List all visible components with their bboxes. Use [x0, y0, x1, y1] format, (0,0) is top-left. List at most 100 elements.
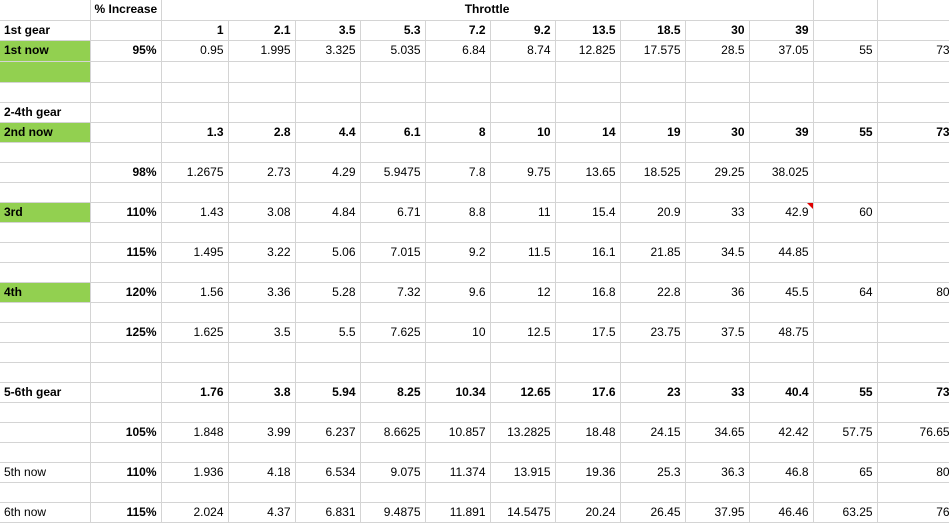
empty-cell[interactable]: [0, 402, 91, 423]
empty-cell[interactable]: [877, 142, 949, 163]
empty-cell[interactable]: [425, 182, 491, 203]
empty-cell[interactable]: [813, 242, 878, 263]
gear5to6-row2-value[interactable]: 2.024: [161, 502, 229, 523]
empty-cell[interactable]: [813, 262, 878, 283]
empty-cell[interactable]: [425, 102, 491, 123]
empty-cell[interactable]: [877, 162, 949, 183]
gear5to6-base-value[interactable]: 55: [813, 382, 878, 403]
gear1-now-value[interactable]: 12.825: [555, 40, 621, 62]
empty-cell[interactable]: [90, 61, 162, 83]
empty-cell[interactable]: [0, 482, 91, 503]
empty-cell[interactable]: [90, 482, 162, 503]
empty-cell[interactable]: [161, 262, 229, 283]
empty-cell[interactable]: [813, 342, 878, 363]
gear-label[interactable]: 4th: [0, 282, 91, 303]
pct-cell[interactable]: 115%: [90, 242, 162, 263]
empty-cell[interactable]: [360, 182, 426, 203]
gear2to4-row3-value[interactable]: 36: [685, 282, 750, 303]
gear1-now-value[interactable]: 28.5: [685, 40, 750, 62]
empty-cell[interactable]: [360, 82, 426, 103]
empty-cell[interactable]: [0, 342, 91, 363]
pct-cell[interactable]: 110%: [90, 462, 162, 483]
gear1-throttle-value[interactable]: 30: [685, 20, 750, 41]
empty-cell[interactable]: [555, 182, 621, 203]
empty-cell[interactable]: [685, 482, 750, 503]
empty-cell[interactable]: [555, 262, 621, 283]
empty-cell[interactable]: [620, 182, 686, 203]
empty-cell[interactable]: [749, 142, 814, 163]
empty-cell[interactable]: [360, 342, 426, 363]
gear2to4-row3-value[interactable]: 12: [490, 282, 556, 303]
empty-cell[interactable]: [490, 182, 556, 203]
empty-cell[interactable]: [813, 162, 878, 183]
gear5to6-base-value[interactable]: 3.8: [228, 382, 296, 403]
empty-cell[interactable]: [813, 142, 878, 163]
empty-cell[interactable]: [685, 142, 750, 163]
gear2to4-row1-value[interactable]: 33: [685, 202, 750, 223]
empty-cell[interactable]: [295, 262, 361, 283]
gear5to6-row1-value[interactable]: 1.936: [161, 462, 229, 483]
gear2to4-row4-value[interactable]: 23.75: [620, 322, 686, 343]
gear2to4-row0-value[interactable]: 2.73: [228, 162, 296, 183]
empty-cell[interactable]: [555, 482, 621, 503]
empty-cell[interactable]: [813, 482, 878, 503]
empty-cell[interactable]: [555, 142, 621, 163]
empty-cell[interactable]: [620, 102, 686, 123]
empty-cell[interactable]: [813, 222, 878, 243]
gear2to4-row2-value[interactable]: 5.06: [295, 242, 361, 263]
empty-cell[interactable]: [813, 402, 878, 423]
empty-cell[interactable]: [620, 142, 686, 163]
gear2to4-label[interactable]: 2-4th gear: [0, 102, 91, 123]
empty-cell[interactable]: [813, 362, 878, 383]
empty-cell[interactable]: [685, 362, 750, 383]
pct-cell[interactable]: 115%: [90, 502, 162, 523]
gear1-now-value[interactable]: 1.995: [228, 40, 296, 62]
empty-cell[interactable]: [490, 61, 556, 83]
empty-cell[interactable]: [90, 182, 162, 203]
gear2to4-row0-value[interactable]: 13.65: [555, 162, 621, 183]
gear2to4-row0-value[interactable]: 9.75: [490, 162, 556, 183]
empty-cell[interactable]: [90, 82, 162, 103]
empty-cell[interactable]: [228, 402, 296, 423]
gear5to6-row0-value[interactable]: 76.65: [877, 422, 949, 443]
gear2-base-value[interactable]: 2.8: [228, 122, 296, 143]
gear5to6-row0-value[interactable]: 18.48: [555, 422, 621, 443]
gear1-throttle-value[interactable]: 3.5: [295, 20, 361, 41]
empty-cell[interactable]: [813, 442, 878, 463]
gear2to4-row2-value[interactable]: 7.015: [360, 242, 426, 263]
empty-cell[interactable]: [877, 322, 949, 343]
empty-cell[interactable]: [877, 102, 949, 123]
gear2to4-row3-value[interactable]: 16.8: [555, 282, 621, 303]
gear5to6-row1-value[interactable]: 13.915: [490, 462, 556, 483]
empty-cell[interactable]: [490, 362, 556, 383]
empty-cell[interactable]: [813, 0, 878, 21]
gear2to4-row0-value[interactable]: 29.25: [685, 162, 750, 183]
empty-cell[interactable]: [90, 382, 162, 403]
gear5to6-row0-value[interactable]: 13.2825: [490, 422, 556, 443]
gear2to4-row2-value[interactable]: 44.85: [749, 242, 814, 263]
gear2to4-row0-value[interactable]: 7.8: [425, 162, 491, 183]
gear5to6-row0-value[interactable]: 34.65: [685, 422, 750, 443]
empty-cell[interactable]: [749, 302, 814, 323]
gear2to4-row0-value[interactable]: 38.025: [749, 162, 814, 183]
empty-cell[interactable]: [228, 142, 296, 163]
empty-cell[interactable]: [685, 61, 750, 83]
empty-cell[interactable]: [620, 402, 686, 423]
gear2to4-row3-value[interactable]: 64: [813, 282, 878, 303]
gear5to6-base-value[interactable]: 5.94: [295, 382, 361, 403]
empty-cell[interactable]: [425, 342, 491, 363]
empty-cell[interactable]: [490, 402, 556, 423]
empty-cell[interactable]: [228, 262, 296, 283]
empty-cell[interactable]: [813, 182, 878, 203]
empty-cell[interactable]: [90, 102, 162, 123]
gear2to4-row0-value[interactable]: 4.29: [295, 162, 361, 183]
empty-cell[interactable]: [228, 182, 296, 203]
gear1-throttle-value[interactable]: 18.5: [620, 20, 686, 41]
empty-cell[interactable]: [161, 222, 229, 243]
empty-cell[interactable]: [490, 82, 556, 103]
empty-cell[interactable]: [620, 302, 686, 323]
empty-cell[interactable]: [813, 302, 878, 323]
gear5to6-row2-value[interactable]: 26.45: [620, 502, 686, 523]
gear5to6-row2-value[interactable]: 76: [877, 502, 949, 523]
pct-cell[interactable]: 125%: [90, 322, 162, 343]
